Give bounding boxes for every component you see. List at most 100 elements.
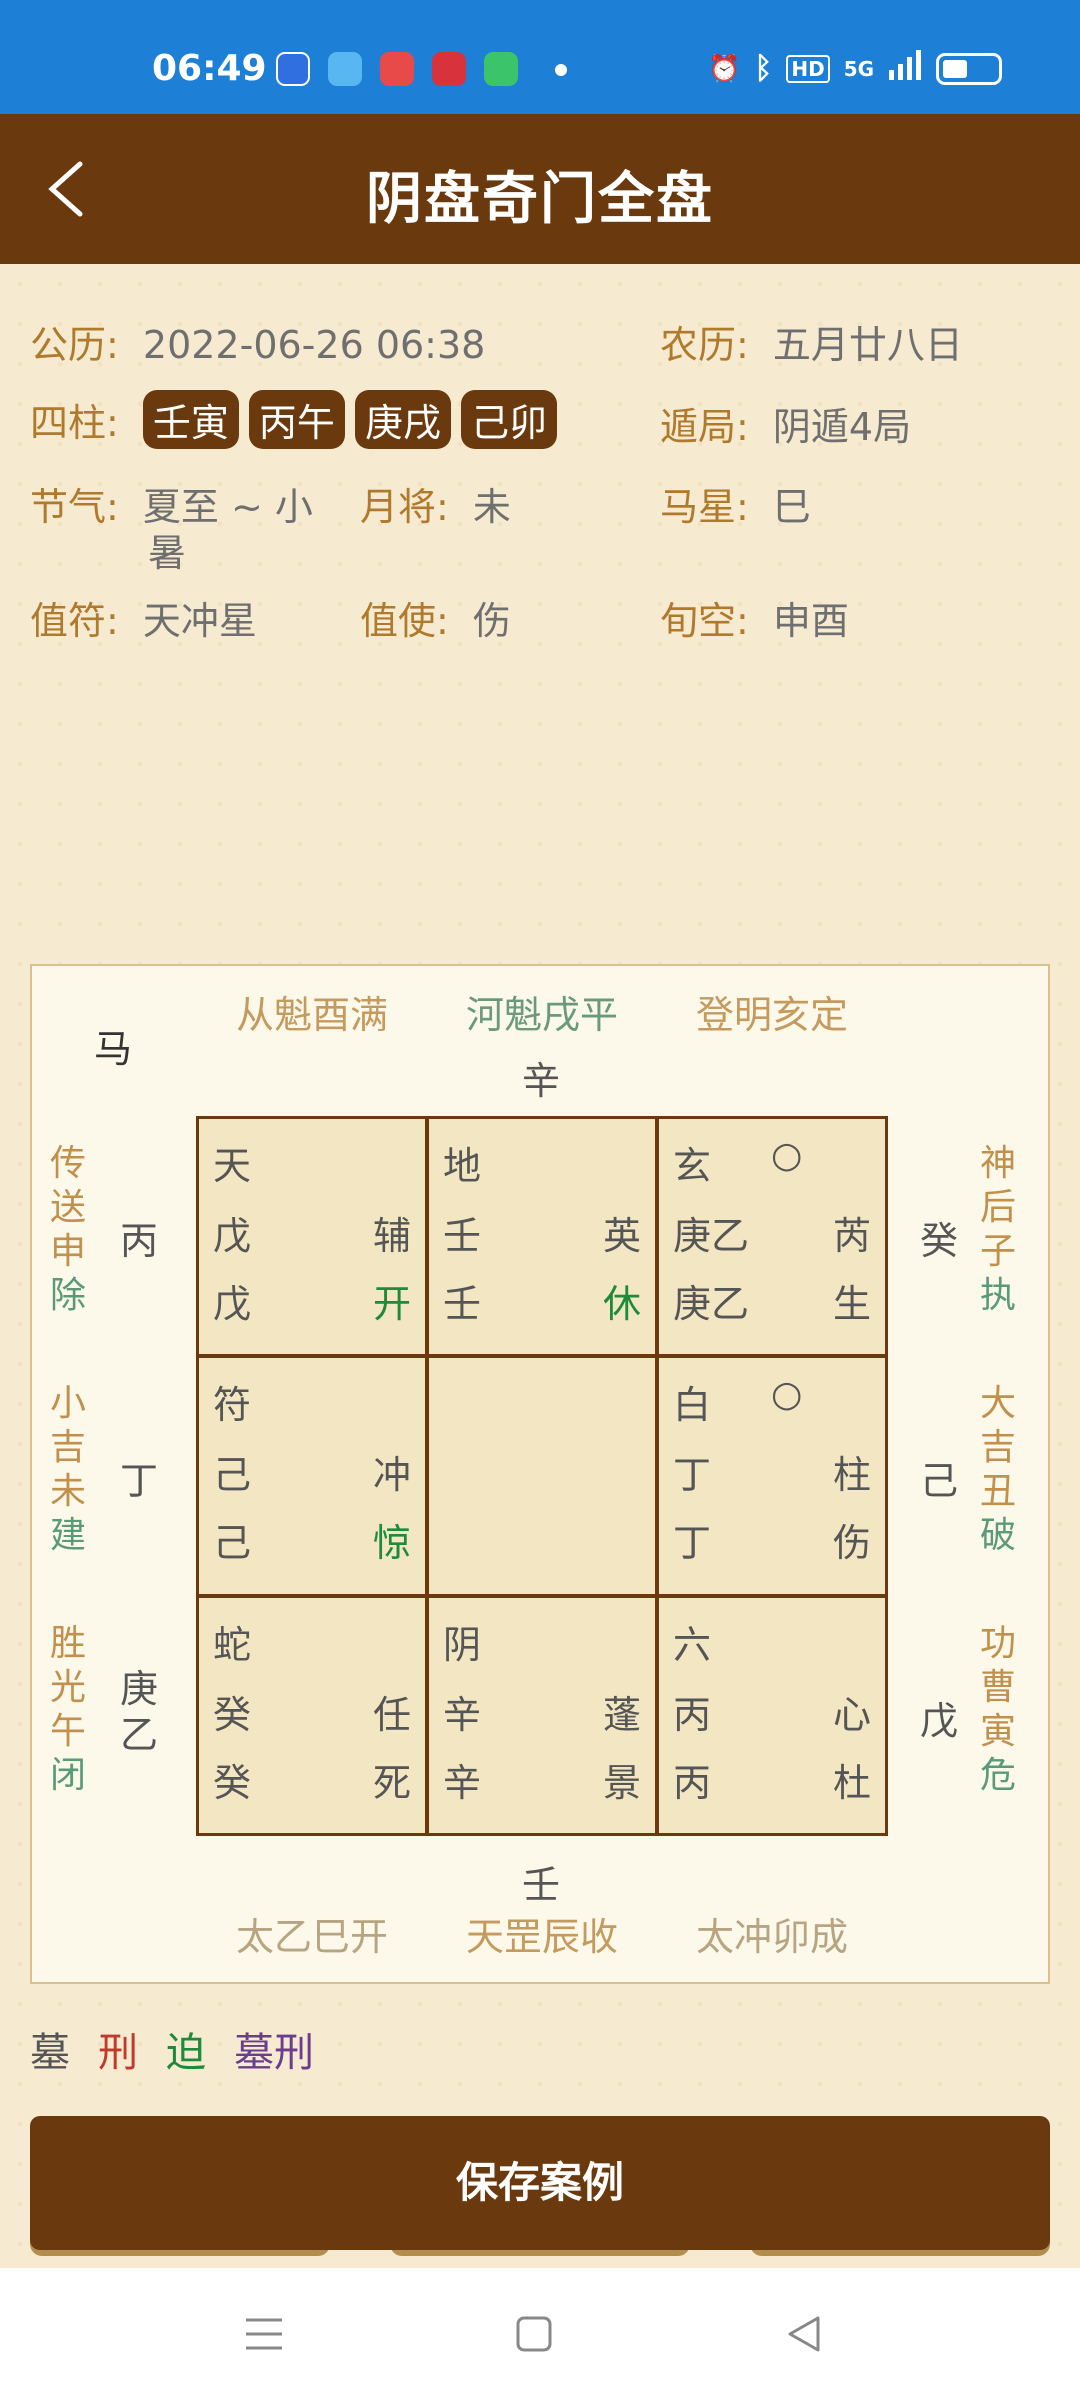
palace-4-door: 惊 bbox=[372, 1521, 411, 1566]
yuejiang-value: 未 bbox=[472, 485, 511, 529]
jieqi-label: 节气: bbox=[30, 485, 119, 529]
palace-9-door: 杜 bbox=[832, 1760, 871, 1805]
home-square-icon[interactable] bbox=[512, 2312, 556, 2356]
palace-8-god: 阴 bbox=[443, 1622, 482, 1667]
sizhu-row: 四柱: 壬寅 丙午 庚戌 己卯 bbox=[30, 390, 567, 449]
network-label: 5G bbox=[843, 56, 875, 81]
left-3-char-1: 胜 bbox=[49, 1623, 86, 1664]
gongli-value: 2022-06-26 06:38 bbox=[142, 323, 486, 367]
back-triangle-icon[interactable] bbox=[782, 2312, 826, 2356]
baidu-icon bbox=[276, 52, 310, 86]
jieqi-row-2: 暑 bbox=[148, 522, 186, 577]
status-right: ⏰ ᛒ HD 5G bbox=[708, 50, 1003, 87]
zhishi-row: 值使: 伤 bbox=[360, 590, 511, 645]
right-2-char-1: 大 bbox=[979, 1383, 1016, 1424]
palace-6-god: 白 bbox=[673, 1383, 712, 1428]
system-nav-bar bbox=[0, 2268, 1080, 2400]
left-side-2: 小 吉 未 建 bbox=[48, 1382, 88, 1558]
right-3-char-1: 功 bbox=[979, 1623, 1016, 1664]
bottom-label-center: 天罡辰收 bbox=[465, 1915, 618, 1959]
zhishi-value: 伤 bbox=[472, 599, 511, 643]
battery-icon bbox=[936, 52, 1003, 85]
jieqi-value-1: 夏至 ~ 小 bbox=[142, 485, 313, 529]
page-title: 阴盘奇门全盘 bbox=[366, 167, 714, 232]
hd-badge: HD bbox=[786, 54, 830, 83]
right-side-3: 功 曹 寅 危 bbox=[978, 1622, 1018, 1798]
palace-1-door: 开 bbox=[372, 1282, 411, 1326]
palace-3-tian-stem: 庚乙 bbox=[673, 1214, 750, 1258]
top-label-right: 登明亥定 bbox=[695, 993, 848, 1037]
sizhu-month: 丙午 bbox=[248, 390, 345, 449]
palace-2-di-stem: 壬 bbox=[443, 1282, 482, 1326]
left-2-char-2: 吉 bbox=[49, 1427, 86, 1468]
yuejiang-label: 月将: bbox=[360, 485, 449, 529]
palace-2-tian-stem: 壬 bbox=[443, 1214, 482, 1258]
left-stem-3: 庚乙 bbox=[120, 1667, 159, 1757]
palace-2[interactable]: 地 壬 英 壬 休 bbox=[429, 1119, 655, 1355]
palace-3[interactable]: 玄 ○ 庚乙 芮 庚乙 生 bbox=[659, 1119, 885, 1355]
right-2-char-2: 吉 bbox=[979, 1427, 1016, 1468]
palace-8[interactable]: 阴 辛 蓬 辛 景 bbox=[429, 1597, 655, 1833]
maxing-label: 马星: bbox=[660, 485, 749, 529]
palace-9-tian-stem: 丙 bbox=[673, 1692, 712, 1737]
palace-6-star: 柱 bbox=[832, 1453, 871, 1498]
xunkong-row: 旬空: 申酉 bbox=[660, 590, 849, 645]
palace-4-star: 冲 bbox=[372, 1453, 411, 1498]
dunju-row: 遁局: 阴遁4局 bbox=[660, 396, 911, 451]
notification-dot-icon bbox=[555, 64, 567, 76]
menu-icon[interactable] bbox=[242, 2312, 286, 2356]
palace-center[interactable] bbox=[429, 1358, 655, 1594]
palace-4-god: 符 bbox=[213, 1383, 252, 1428]
gongli-row: 公历: 2022-06-26 06:38 bbox=[30, 314, 485, 369]
palace-4[interactable]: 符 己 冲 己 惊 bbox=[199, 1358, 425, 1594]
left-3-char-3: 午 bbox=[49, 1711, 86, 1752]
left-3-char-4: 闭 bbox=[49, 1755, 86, 1796]
palace-6[interactable]: 白 ○ 丁 柱 丁 伤 bbox=[659, 1358, 885, 1594]
palace-1[interactable]: 天 戊 辅 戊 开 bbox=[199, 1119, 425, 1355]
palace-7-tian-stem: 癸 bbox=[213, 1692, 252, 1737]
sizhu-label: 四柱: bbox=[30, 401, 119, 445]
palace-1-tian-stem: 戊 bbox=[213, 1214, 252, 1258]
palace-8-di-stem: 辛 bbox=[443, 1760, 482, 1805]
save-case-button[interactable]: 保存案例 bbox=[30, 2116, 1050, 2250]
right-3-char-2: 曹 bbox=[979, 1667, 1016, 1708]
bluetooth-icon: ᛒ bbox=[754, 51, 773, 86]
heart-app-icon bbox=[432, 52, 466, 86]
right-3-char-3: 寅 bbox=[979, 1711, 1016, 1752]
palace-3-di-stem: 庚乙 bbox=[673, 1282, 750, 1326]
palace-9-star: 心 bbox=[832, 1692, 871, 1737]
left-2-char-3: 未 bbox=[49, 1471, 86, 1512]
palace-3-kong-circle-icon: ○ bbox=[771, 1135, 803, 1176]
maxing-row: 马星: 巳 bbox=[660, 476, 811, 531]
right-1-char-4: 执 bbox=[979, 1275, 1016, 1316]
palace-6-tian-stem: 丁 bbox=[673, 1453, 712, 1498]
alarm-icon: ⏰ bbox=[708, 53, 741, 84]
palace-7[interactable]: 蛇 癸 任 癸 死 bbox=[199, 1597, 425, 1833]
right-1-char-3: 子 bbox=[979, 1231, 1016, 1272]
zhifu-row: 值符: 天冲星 bbox=[30, 590, 257, 645]
palace-3-god: 玄 bbox=[673, 1144, 712, 1188]
palace-9[interactable]: 六 丙 心 丙 杜 bbox=[659, 1597, 885, 1833]
xunkong-value: 申酉 bbox=[772, 599, 849, 643]
back-button[interactable] bbox=[40, 160, 98, 218]
jieqi-row: 节气: 夏至 ~ 小 bbox=[30, 476, 313, 531]
weather-icon bbox=[328, 52, 362, 86]
maxing-value: 巳 bbox=[772, 485, 811, 529]
palace-4-tian-stem: 己 bbox=[213, 1453, 252, 1498]
right-stem-2: 己 bbox=[920, 1459, 959, 1503]
left-1-char-1: 传 bbox=[49, 1143, 86, 1184]
bottom-label-left: 太乙巳开 bbox=[235, 1915, 388, 1959]
sizhu-hour: 己卯 bbox=[460, 390, 557, 449]
palace-3-door: 生 bbox=[832, 1282, 871, 1326]
legend-po: 迫 bbox=[166, 2030, 206, 2076]
palace-9-god: 六 bbox=[673, 1622, 712, 1667]
xunkong-label: 旬空: bbox=[660, 599, 749, 643]
top-label-center: 河魁戌平 bbox=[465, 993, 618, 1037]
right-stem-1: 癸 bbox=[920, 1219, 959, 1263]
yuejiang-row: 月将: 未 bbox=[360, 476, 511, 531]
left-side-3: 胜 光 午 闭 bbox=[48, 1622, 88, 1798]
palace-8-tian-stem: 辛 bbox=[443, 1692, 482, 1737]
dunju-label: 遁局: bbox=[660, 405, 749, 449]
palace-4-di-stem: 己 bbox=[213, 1521, 252, 1566]
wechat-mini-icon bbox=[484, 52, 518, 86]
